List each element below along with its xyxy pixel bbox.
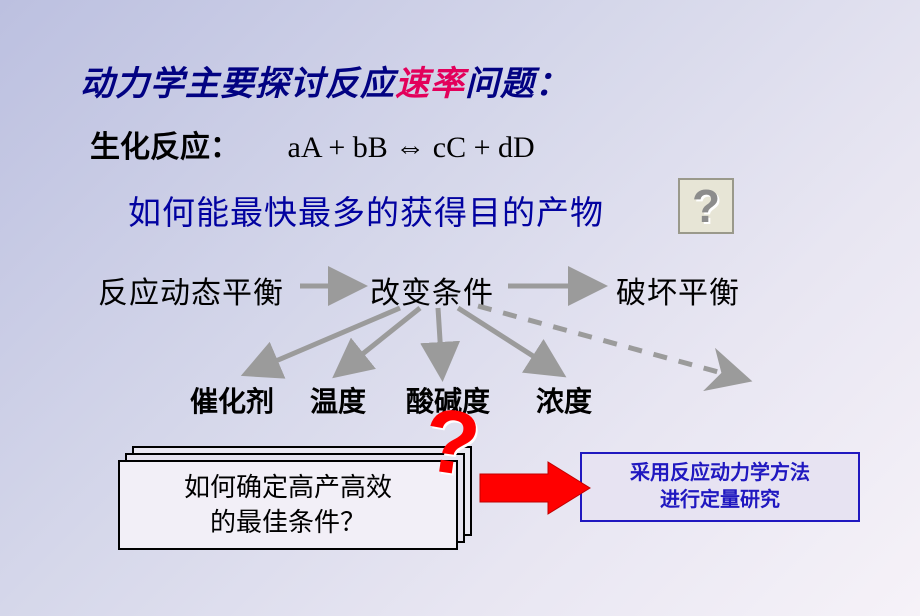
factor-catalyst: 催化剂 bbox=[190, 380, 274, 420]
flow-node-equilibrium: 反应动态平衡 bbox=[98, 268, 284, 312]
equation-formula: aA + bB ⇔ cC + dD bbox=[288, 131, 535, 164]
equation-label: 生化反应： bbox=[90, 131, 240, 164]
answer-text: 采用反应动力学方法 进行定量研究 bbox=[630, 460, 810, 514]
flow-node-change-conditions: 改变条件 bbox=[370, 268, 494, 312]
factor-concentration: 浓度 bbox=[536, 380, 592, 420]
question-mark-box: ? bbox=[678, 178, 734, 234]
answer-box: 采用反应动力学方法 进行定量研究 bbox=[580, 452, 860, 522]
arrow-fan-3 bbox=[438, 308, 442, 372]
arrow-fan-dashed bbox=[478, 306, 740, 378]
card-text: 如何确定高产高效 的最佳条件？ bbox=[184, 470, 392, 540]
title-pre: 动力学主要探讨反应 bbox=[80, 66, 395, 103]
answer-line1: 采用反应动力学方法 bbox=[630, 462, 810, 484]
card-line2: 的最佳条件？ bbox=[210, 508, 366, 537]
question-card-stack: 如何确定高产高效 的最佳条件？ bbox=[118, 446, 472, 552]
goal-question-text: 如何能最快最多的获得目的产物 bbox=[128, 186, 604, 234]
card-front: 如何确定高产高效 的最佳条件？ bbox=[118, 460, 458, 550]
slide-title: 动力学主要探讨反应速率问题： bbox=[80, 56, 570, 105]
flow-node-break-equilibrium: 破坏平衡 bbox=[616, 268, 740, 312]
red-block-arrow bbox=[480, 462, 590, 514]
title-post: 问题： bbox=[465, 66, 570, 103]
arrow-fan-2 bbox=[340, 308, 420, 372]
factor-temperature: 温度 bbox=[310, 380, 366, 420]
answer-line2: 进行定量研究 bbox=[660, 489, 780, 511]
arrow-fan-4 bbox=[458, 308, 558, 372]
question-mark-icon: ? bbox=[692, 179, 720, 233]
equation-line: 生化反应： aA + bB ⇔ cC + dD bbox=[90, 122, 535, 166]
title-emphasis: 速率 bbox=[395, 66, 465, 103]
arrow-fan-1 bbox=[250, 308, 400, 372]
card-line1: 如何确定高产高效 bbox=[184, 473, 392, 502]
